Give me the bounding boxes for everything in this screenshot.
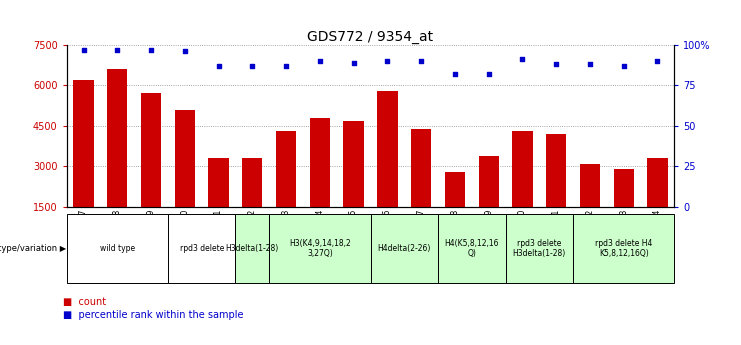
Bar	[438, 214, 505, 283]
Bar	[310, 118, 330, 248]
Title: GDS772 / 9354_at: GDS772 / 9354_at	[308, 30, 433, 44]
Bar	[208, 158, 229, 248]
Point	[348, 60, 359, 66]
Bar	[276, 131, 296, 248]
Point	[78, 47, 90, 52]
Point	[280, 63, 292, 69]
Text: ■  count: ■ count	[63, 297, 106, 307]
Text: ■  percentile rank within the sample: ■ percentile rank within the sample	[63, 310, 244, 321]
Text: wild type: wild type	[100, 244, 135, 253]
Point	[618, 63, 630, 69]
Bar	[573, 214, 674, 283]
Bar	[67, 214, 168, 283]
Point	[247, 63, 259, 69]
Bar	[614, 169, 634, 248]
Text: H3(K4,9,14,18,2
3,27Q): H3(K4,9,14,18,2 3,27Q)	[289, 239, 350, 258]
Bar	[411, 129, 431, 248]
Bar	[141, 93, 162, 248]
Bar	[546, 134, 566, 248]
Point	[449, 71, 461, 77]
Text: rpd3 delete
H3delta(1-28): rpd3 delete H3delta(1-28)	[513, 239, 566, 258]
Bar	[242, 158, 262, 248]
Point	[179, 49, 190, 54]
Text: rpd3 delete H4
K5,8,12,16Q): rpd3 delete H4 K5,8,12,16Q)	[595, 239, 652, 258]
Text: H3delta(1-28): H3delta(1-28)	[226, 244, 279, 253]
Bar	[579, 164, 600, 248]
Point	[551, 61, 562, 67]
Text: H4delta(2-26): H4delta(2-26)	[378, 244, 431, 253]
Point	[145, 47, 157, 52]
Bar	[236, 214, 269, 283]
Bar	[445, 172, 465, 248]
Text: rpd3 delete: rpd3 delete	[179, 244, 224, 253]
Bar	[175, 110, 195, 248]
Point	[382, 58, 393, 64]
Point	[314, 58, 326, 64]
Point	[482, 71, 494, 77]
Point	[516, 57, 528, 62]
Text: genotype/variation ▶: genotype/variation ▶	[0, 244, 67, 253]
Bar	[648, 158, 668, 248]
Bar	[512, 131, 533, 248]
Bar	[479, 156, 499, 248]
Text: H4(K5,8,12,16
Q): H4(K5,8,12,16 Q)	[445, 239, 499, 258]
Bar	[370, 214, 438, 283]
Point	[415, 58, 427, 64]
Bar	[107, 69, 127, 248]
Bar	[505, 214, 573, 283]
Bar	[168, 214, 236, 283]
Point	[651, 58, 663, 64]
Bar	[377, 91, 397, 248]
Bar	[73, 80, 93, 248]
Bar	[269, 214, 370, 283]
Point	[213, 63, 225, 69]
Bar	[344, 120, 364, 248]
Point	[111, 47, 123, 52]
Point	[584, 61, 596, 67]
